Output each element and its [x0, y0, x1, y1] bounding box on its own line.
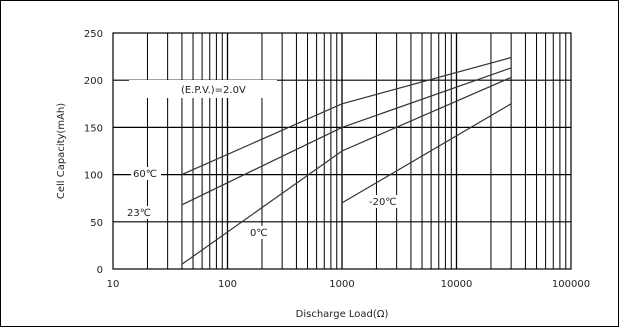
series-line: [181, 56, 512, 176]
series-line: [181, 76, 512, 265]
series-label-bg: [131, 167, 161, 180]
series-line: [181, 67, 512, 206]
x-tick-label: 10000: [441, 279, 473, 290]
series-label: 0℃: [250, 228, 268, 239]
series-label: 60℃: [133, 169, 157, 180]
series-label: 23℃: [127, 208, 151, 219]
y-tick-label: 50: [90, 218, 103, 229]
annotation-epv: (E.P.V.)=2.0V: [181, 85, 246, 96]
y-tick-label: 200: [84, 76, 103, 87]
y-tick-label: 250: [84, 29, 103, 40]
series-label-bg: [248, 226, 270, 239]
series-line: [341, 103, 512, 204]
x-tick-label: 100000: [552, 279, 590, 290]
y-axis-label: Cell Capacity(mAh): [56, 103, 67, 199]
series-label-bg: [125, 206, 155, 219]
annotation-box: [129, 80, 277, 98]
y-tick-label: 150: [84, 123, 103, 134]
x-axis-label: Discharge Load(Ω): [296, 309, 389, 320]
series-label-bg: [367, 195, 403, 208]
series-label: -20℃: [369, 197, 397, 208]
y-tick-label: 0: [97, 265, 103, 276]
x-tick-label: 100: [218, 279, 237, 290]
x-tick-label: 10: [107, 279, 120, 290]
y-tick-label: 100: [84, 171, 103, 182]
ylabel-box: [53, 119, 69, 189]
x-tick-label: 1000: [329, 279, 354, 290]
